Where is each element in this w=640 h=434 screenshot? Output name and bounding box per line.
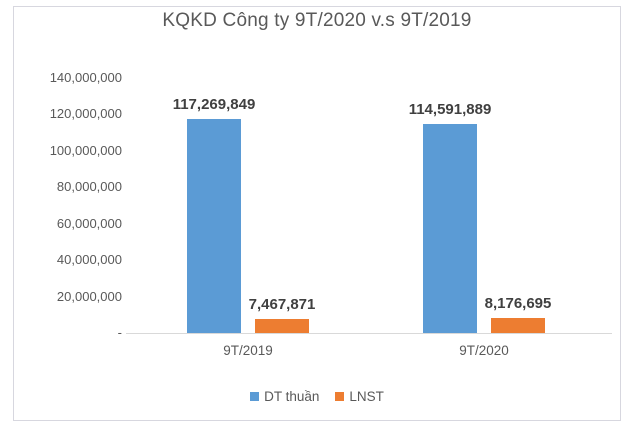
- y-axis-tick-label: 60,000,000: [56, 215, 122, 231]
- data-label: 8,176,695: [484, 295, 552, 313]
- x-axis-category-label: 9T/2020: [459, 343, 509, 358]
- chart-title: KQKD Công ty 9T/2020 v.s 9T/2019: [162, 10, 472, 31]
- x-axis-category-label: 9T/2019: [223, 343, 273, 358]
- legend-item: DT thuần: [250, 389, 319, 404]
- legend-item: LNST: [335, 389, 384, 404]
- y-axis-tick-label: -: [117, 325, 122, 340]
- y-axis-tick-label: 20,000,000: [56, 288, 122, 304]
- legend-label: LNST: [349, 389, 384, 404]
- bar-dt-thuan: [423, 124, 477, 333]
- bar-lnst: [491, 318, 545, 333]
- bar-lnst: [255, 319, 309, 333]
- chart-frame: KQKD Công ty 9T/2020 v.s 9T/2019 140,000…: [13, 6, 621, 421]
- data-label: 114,591,889: [408, 101, 492, 119]
- bar-dt-thuan: [187, 119, 241, 333]
- legend-label: DT thuần: [264, 389, 320, 404]
- plot-area: 117,269,849 7,467,871 114,591,889 8,176,695: [130, 78, 602, 333]
- y-axis-tick-label: 140,000,000: [49, 70, 122, 85]
- x-axis-line: [126, 333, 612, 334]
- y-axis-tick-label: 120,000,000: [49, 106, 122, 122]
- legend-swatch-icon: [250, 392, 260, 401]
- legend-swatch-icon: [335, 392, 345, 401]
- y-axis-tick-label: 100,000,000: [49, 142, 122, 158]
- y-axis-tick-label: 80,000,000: [56, 179, 122, 195]
- legend: DT thuần LNST: [14, 389, 620, 404]
- data-label: 117,269,849: [172, 96, 256, 114]
- y-axis-tick-label: 40,000,000: [56, 252, 122, 268]
- data-label: 7,467,871: [248, 296, 316, 314]
